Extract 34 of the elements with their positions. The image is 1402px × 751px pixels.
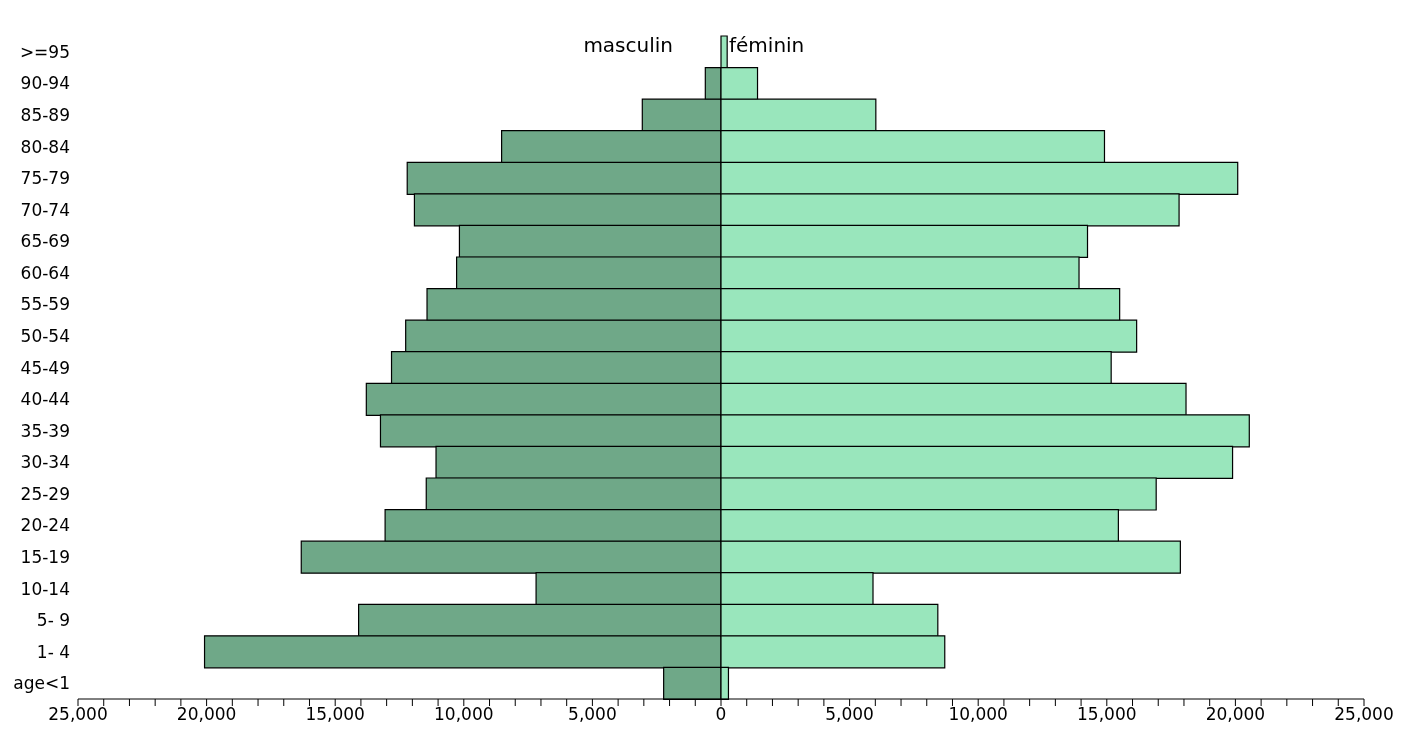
y-tick-label: 1- 4	[36, 641, 70, 662]
x-tick-label: 15,000	[305, 704, 365, 725]
y-tick-label: 55-59	[20, 294, 70, 315]
y-tick-label: 60-64	[20, 262, 70, 283]
y-tick-label: 5- 9	[36, 610, 70, 631]
x-tick-label: 5,000	[568, 704, 617, 725]
x-tick-label: 15,000	[1077, 704, 1137, 725]
y-tick-label: 30-34	[20, 452, 70, 473]
x-tick-label: 10,000	[434, 704, 494, 725]
x-tick-label: 25,000	[1334, 704, 1394, 725]
x-tick-label: 10,000	[948, 704, 1008, 725]
y-tick-label: 90-94	[20, 73, 70, 94]
y-tick-label: 65-69	[20, 231, 70, 252]
y-tick-label: 10-14	[20, 578, 70, 599]
y-tick-label: 70-74	[20, 199, 70, 220]
y-tick-label: age<1	[13, 673, 70, 694]
y-tick-label: 25-29	[20, 483, 70, 504]
x-tick-label: 0	[715, 704, 727, 725]
series-label: féminin	[728, 33, 806, 57]
series-label: masculin	[582, 33, 674, 57]
y-tick-label: 35-39	[20, 420, 70, 441]
x-tick-label: 20,000	[176, 704, 237, 725]
y-tick-label: 80-84	[20, 136, 70, 157]
x-tick-label: 20,000	[1205, 704, 1266, 725]
x-tick-label: 5,000	[825, 704, 874, 725]
y-tick-label: 40-44	[20, 389, 70, 410]
y-tick-label: 85-89	[20, 104, 70, 125]
y-tick-label: 50-54	[20, 325, 70, 346]
y-tick-label: 75-79	[20, 168, 70, 189]
y-tick-label: 15-19	[20, 546, 70, 567]
y-tick-label: 20-24	[20, 515, 70, 536]
y-tick-label: >=95	[19, 41, 70, 62]
x-tick-label: 25,000	[48, 704, 108, 725]
y-tick-label: 45-49	[20, 357, 70, 378]
